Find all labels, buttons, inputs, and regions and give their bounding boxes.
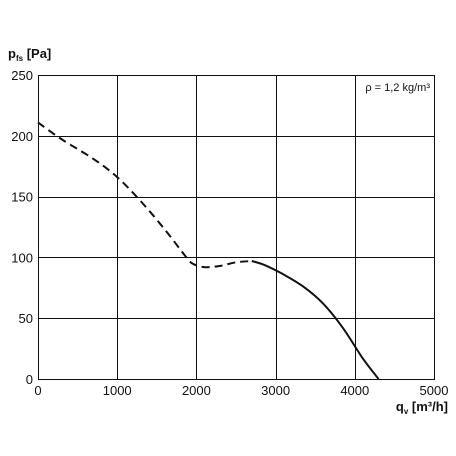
curve-dashed-segment xyxy=(37,121,252,269)
y-tick-label-3: 150 xyxy=(11,190,33,205)
y-axis-unit: [Pa] xyxy=(23,46,51,61)
grid xyxy=(37,74,436,381)
x-tick-label-1: 1000 xyxy=(103,383,132,398)
tick-labels: 0 1000 2000 3000 4000 5000 0 50 100 150 200 250 xyxy=(11,68,448,398)
y-tick-label-0: 0 xyxy=(26,372,33,387)
y-tick-label-2: 100 xyxy=(11,250,33,265)
x-tick-label-4: 4000 xyxy=(340,383,369,398)
x-axis-symbol: q xyxy=(396,399,404,414)
x-tick-label-3: 3000 xyxy=(261,383,290,398)
series-curves xyxy=(37,121,380,380)
x-tick-label-2: 2000 xyxy=(182,383,211,398)
x-tick-label-5: 5000 xyxy=(420,383,449,398)
y-tick-label-4: 200 xyxy=(11,129,33,144)
y-tick-label-5: 250 xyxy=(11,68,33,83)
x-axis-subscript: v xyxy=(404,407,409,416)
y-axis-subscript: fs xyxy=(16,54,24,63)
plot-frame xyxy=(37,74,436,381)
x-tick-label-0: 0 xyxy=(34,383,41,398)
y-axis-title: pfs [Pa] xyxy=(8,46,51,63)
density-annotation: ρ = 1,2 kg/m³ xyxy=(365,82,430,94)
y-tick-label-1: 50 xyxy=(19,311,33,326)
x-axis-unit: [m³/h] xyxy=(408,399,448,414)
y-axis-symbol: p xyxy=(8,46,16,61)
curve-solid-segment xyxy=(251,260,380,380)
x-axis-title: qv [m³/h] xyxy=(396,399,448,416)
